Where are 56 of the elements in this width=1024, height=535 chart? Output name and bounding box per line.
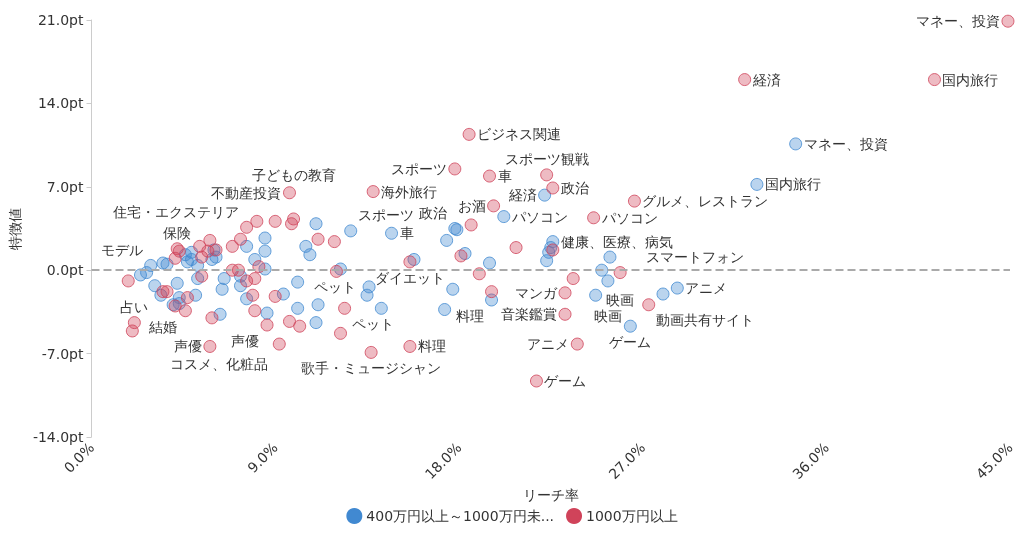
annotation: グルメ、レストラン: [642, 193, 769, 210]
annotation: ゲーム: [544, 373, 587, 389]
annotation: 歌手・ミュージシャン: [301, 360, 442, 377]
annotation: 国内旅行: [764, 176, 821, 193]
annotation: お酒: [457, 197, 486, 214]
annotation: パソコン: [600, 209, 658, 226]
annotation: 音楽鑑賞: [501, 306, 558, 323]
annotation: 政治: [419, 204, 448, 221]
annotation: 海外旅行: [381, 183, 438, 200]
annotation: ビジネス関連: [477, 126, 562, 143]
annotation: モデル: [101, 241, 144, 258]
y-tick-label: -14.0pt: [32, 429, 84, 445]
annotation: 子どもの教育: [251, 166, 336, 183]
annotation: ペット: [314, 278, 357, 295]
annotation: アニメ: [685, 280, 728, 297]
annotation: アニメ: [527, 336, 570, 353]
y-tick-label: 14.0pt: [37, 95, 84, 112]
x-axis-title: リーチ率: [522, 487, 579, 504]
legend-label: 400万円以上～1000万円未...: [366, 508, 555, 524]
annotation: 国内旅行: [942, 71, 999, 88]
annotation: 車: [497, 168, 512, 185]
annotation: 映画: [593, 308, 622, 325]
annotation: スポーツ観戦: [504, 150, 589, 167]
y-tick-label: 7.0pt: [46, 178, 85, 195]
annotation: マンガ: [515, 284, 559, 301]
annotation: 住宅・エクステリア: [111, 203, 239, 220]
annotation: 経済: [751, 71, 781, 88]
annotation: 料理: [417, 338, 446, 355]
y-tick-label: 21.0pt: [37, 12, 84, 28]
annotation: 経済: [507, 187, 537, 204]
annotation: 映画: [606, 291, 635, 308]
annotation: スポーツ: [390, 160, 447, 177]
annotation: ゲーム: [609, 334, 652, 351]
annotation: 料理: [455, 307, 484, 324]
legend-label: 1000万円以上: [586, 508, 678, 524]
annotation: スポーツ: [358, 207, 415, 224]
annotation: マネー、投資: [803, 135, 888, 152]
annotation: スマートフォン: [645, 249, 744, 266]
annotation: ダイエット: [374, 269, 445, 286]
y-tick-label: -7.0pt: [41, 345, 84, 362]
annotation: 動画共有サイト: [656, 312, 755, 329]
annotation: 結婚: [147, 318, 177, 335]
annotation: コスメ、化粧品: [169, 355, 268, 372]
annotation: マネー、投資: [915, 13, 1000, 30]
annotation: 声優: [231, 332, 260, 349]
annotation: 政治: [560, 179, 589, 196]
annotation: 不動産投資: [211, 184, 282, 201]
annotation: 占い: [120, 298, 149, 315]
annotation: 声優: [173, 338, 202, 355]
y-tick-label: 0.0pt: [46, 262, 85, 279]
annotation: 健康、医療、病気: [560, 233, 673, 250]
annotation: 保険: [163, 224, 192, 241]
annotation: 車: [399, 225, 414, 242]
annotation: パソコン: [510, 208, 568, 225]
y-axis-title: 特徴値: [7, 207, 23, 250]
annotation: ペット: [352, 316, 395, 333]
